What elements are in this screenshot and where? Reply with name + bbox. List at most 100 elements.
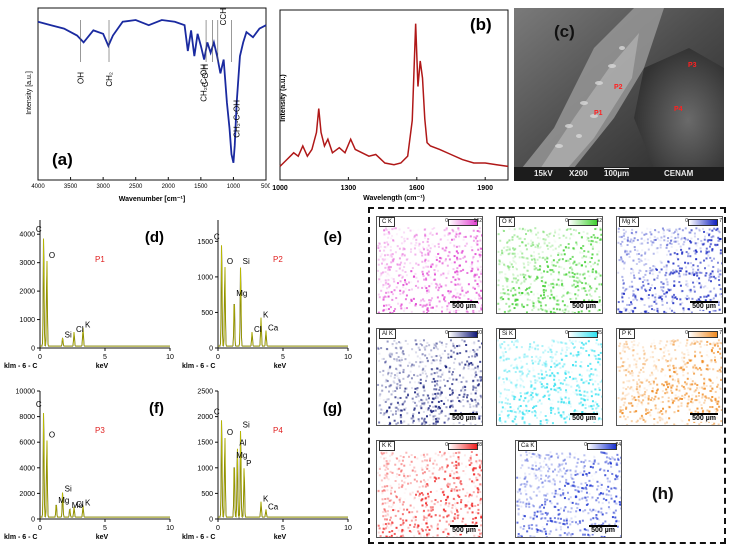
map-colorbar-min: 0 bbox=[685, 330, 688, 336]
map-colorbar bbox=[448, 219, 478, 226]
map-colorbar-max: 7 bbox=[719, 218, 722, 224]
eds-xtick-label: 0 bbox=[216, 354, 220, 361]
map-element-label: Mg K bbox=[619, 217, 640, 227]
eds-peak-label: Al bbox=[239, 438, 246, 447]
eds-peak-label: C bbox=[214, 232, 220, 241]
map-colorbar-min: 0 bbox=[445, 442, 448, 448]
eds-xtick-label: 10 bbox=[166, 525, 174, 532]
eds-xlabel: keV bbox=[274, 534, 287, 541]
panel-label-c: (c) bbox=[554, 22, 575, 41]
map-colorbar-min: 0 bbox=[685, 218, 688, 224]
ftir-xtick-label: 500 bbox=[261, 184, 270, 190]
map-colorbar bbox=[448, 331, 478, 338]
map-scale-bar: 500 µm bbox=[450, 413, 478, 422]
eds-peak-label: Si bbox=[65, 330, 72, 339]
map-element-label: C K bbox=[379, 217, 396, 227]
eds-ytick-label: 0 bbox=[209, 517, 213, 524]
map-scale-bar: 500 µm bbox=[690, 413, 718, 422]
sem-voltage: 15kV bbox=[534, 169, 553, 178]
eds-ytick-label: 4000 bbox=[19, 232, 35, 239]
eds-spot-label: P2 bbox=[273, 255, 283, 264]
panel-label-e: (e) bbox=[324, 229, 342, 246]
ftir-annotation: CCH bbox=[219, 8, 228, 26]
eds-xlabel: keV bbox=[96, 363, 109, 370]
sem-info-bar: 15kV X200 100µm CENAM bbox=[514, 167, 724, 181]
eds-peak-label: P bbox=[246, 459, 251, 468]
ftir-xtick-label: 4000 bbox=[31, 184, 45, 190]
sem-point-p1: P1 bbox=[594, 110, 603, 117]
map-element-label: Ca K bbox=[518, 441, 538, 451]
eds-peak-label: Ca bbox=[268, 502, 279, 511]
map-colorbar-max: 102 bbox=[473, 218, 482, 224]
map-element-label: Al K bbox=[379, 329, 397, 339]
ftir-ylabel: Intensity [a.u.] bbox=[26, 71, 33, 115]
eds-xtick-label: 0 bbox=[38, 525, 42, 532]
eds-xtick-label: 10 bbox=[344, 354, 352, 361]
eds-peak-label: Mg bbox=[236, 289, 247, 298]
element-map-mg-k: Mg K 0 7 500 µm bbox=[616, 216, 723, 314]
map-colorbar-max: 24 bbox=[615, 442, 621, 448]
ftir-annotation: CH₂-C-OH bbox=[232, 100, 241, 138]
map-element-label: K K bbox=[379, 441, 395, 451]
eds-spectrum-fill bbox=[218, 245, 348, 347]
eds-ytick-label: 0 bbox=[31, 346, 35, 353]
map-scale-bar: 500 µm bbox=[589, 525, 617, 534]
eds-ytick-label: 2000 bbox=[19, 491, 35, 498]
raman-xtick-label: 1300 bbox=[341, 185, 357, 192]
eds-ytick-label: 1500 bbox=[197, 440, 213, 447]
eds-ytick-label: 2500 bbox=[197, 389, 213, 396]
eds-peak-label: K bbox=[263, 495, 269, 504]
raman-xtick-label: 1600 bbox=[409, 185, 425, 192]
ftir-annotation: C-O-H bbox=[201, 64, 210, 87]
eds-peak-label: Cl bbox=[254, 325, 262, 334]
eds-ytick-label: 10000 bbox=[16, 389, 36, 396]
element-map-al-k: Al K 0 10 500 µm bbox=[376, 328, 483, 426]
ftir-xtick-label: 1000 bbox=[227, 184, 241, 190]
element-map-c-k: C K 0 102 500 µm bbox=[376, 216, 483, 314]
ftir-series-line bbox=[37, 19, 267, 163]
ftir-xtick-label: 1500 bbox=[194, 184, 208, 190]
ftir-annotation: OH bbox=[76, 72, 85, 84]
eds-xtick-label: 5 bbox=[281, 354, 285, 361]
ftir-xtick-label: 2500 bbox=[129, 184, 143, 190]
map-scale-bar: 500 µm bbox=[450, 525, 478, 534]
eds-xtick-label: 0 bbox=[38, 354, 42, 361]
eds-peak-label: Mg bbox=[58, 496, 69, 505]
map-scale-bar: 500 µm bbox=[690, 301, 718, 310]
eds-peak-label: K bbox=[263, 311, 269, 320]
eds-xtick-label: 5 bbox=[103, 354, 107, 361]
panel-label-d: (d) bbox=[145, 229, 164, 246]
ftir-xtick-label: 2000 bbox=[162, 184, 176, 190]
element-map-o-k: O K 0 52 500 µm bbox=[496, 216, 603, 314]
eds-peak-label: K bbox=[85, 321, 91, 330]
eds-ytick-label: 500 bbox=[201, 491, 213, 498]
eds-peak-label: Cl bbox=[76, 500, 84, 509]
eds-ytick-label: 1500 bbox=[197, 239, 213, 246]
eds-ytick-label: 8000 bbox=[19, 414, 35, 421]
ftir-annotation: CH₂-C-OH bbox=[200, 64, 209, 102]
eds-peak-label: O bbox=[227, 428, 233, 437]
sem-point-p2: P2 bbox=[614, 84, 623, 91]
map-colorbar bbox=[688, 331, 718, 338]
ftir-xtick-label: 3000 bbox=[96, 184, 110, 190]
raman-series-line bbox=[279, 23, 509, 168]
eds-spot-label: P4 bbox=[273, 426, 283, 435]
map-colorbar-min: 0 bbox=[565, 330, 568, 336]
eds-footer: klm - 6 - C bbox=[4, 363, 37, 370]
eds-peak-label: Ca bbox=[268, 323, 279, 332]
eds-xtick-label: 5 bbox=[281, 525, 285, 532]
eds-xlabel: keV bbox=[96, 534, 109, 541]
map-colorbar-min: 0 bbox=[584, 442, 587, 448]
eds-footer: klm - 6 - C bbox=[4, 534, 37, 541]
eds-ytick-label: 6000 bbox=[19, 440, 35, 447]
map-element-label: Si K bbox=[499, 329, 517, 339]
raman-chart: 1000 1300 1600 1900 Intensity (a.u.) Wavele… bbox=[272, 9, 509, 202]
element-map-ca-k: Ca K 0 24 500 µm bbox=[515, 440, 622, 538]
map-scale-bar: 500 µm bbox=[570, 413, 598, 422]
map-colorbar bbox=[448, 443, 478, 450]
eds-xtick-label: 10 bbox=[344, 525, 352, 532]
eds-ytick-label: 1000 bbox=[197, 274, 213, 281]
eds-peak-label: C bbox=[214, 408, 220, 417]
map-colorbar-min: 0 bbox=[565, 218, 568, 224]
elemental-map-frame bbox=[368, 207, 726, 544]
